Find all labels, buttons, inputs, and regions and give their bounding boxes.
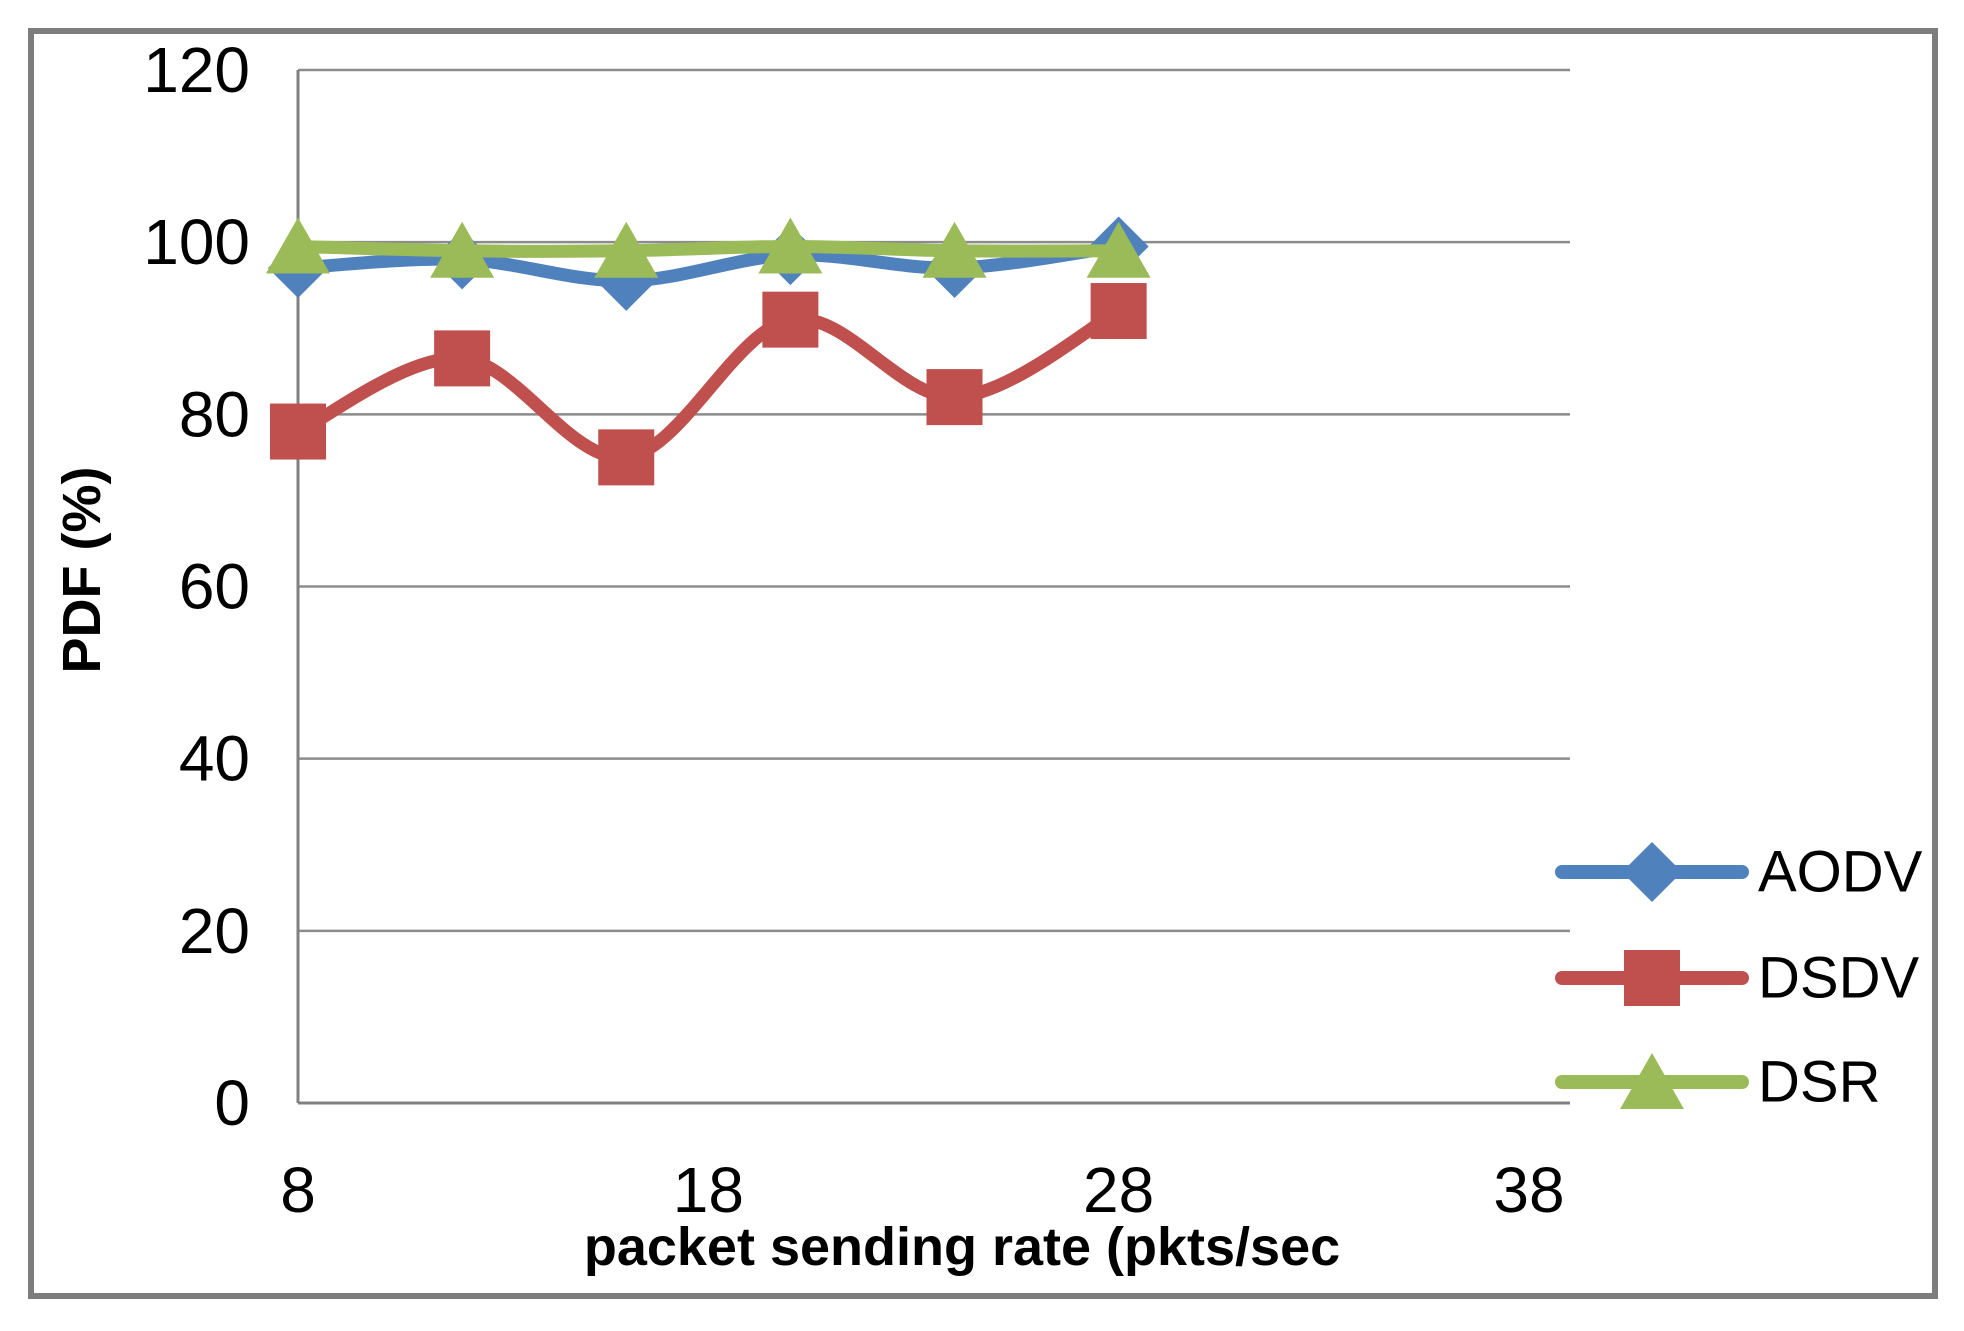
y-tick-label-80: 80 <box>179 378 250 450</box>
marker-square <box>598 429 655 486</box>
x-tick-labels: 8 18 28 38 <box>280 1154 1564 1226</box>
x-tick-label-38: 38 <box>1493 1154 1564 1226</box>
marker-triangle <box>1086 221 1151 278</box>
marker-triangle <box>1620 1053 1684 1109</box>
y-tick-label-40: 40 <box>179 723 250 795</box>
marker-square <box>1624 950 1680 1006</box>
marker-diamond <box>1622 842 1682 902</box>
x-tick-label-8: 8 <box>280 1154 316 1226</box>
marker-triangle <box>758 217 823 274</box>
figure-border <box>28 28 1938 1299</box>
series-dsdv <box>270 283 1147 486</box>
x-axis-title: packet sending rate (pkts/sec <box>584 1217 1340 1277</box>
legend: AODV DSDV DSR <box>1555 840 1923 1115</box>
y-tick-label-120: 120 <box>143 34 250 106</box>
marker-square <box>434 330 491 387</box>
marker-triangle <box>430 221 495 278</box>
x-tick-label-18: 18 <box>673 1154 744 1226</box>
marker-triangle <box>266 217 330 274</box>
y-tick-label-60: 60 <box>179 551 250 623</box>
series-line-dsr <box>291 239 1126 258</box>
marker-square <box>926 369 983 426</box>
y-tick-labels: 0 20 40 60 80 100 120 <box>143 34 250 1139</box>
legend-item-dsr: DSR <box>1555 1050 1880 1115</box>
marker-square <box>1090 283 1147 340</box>
series-aodv <box>268 216 1149 311</box>
y-tick-label-20: 20 <box>179 895 250 967</box>
gridlines <box>298 68 1570 933</box>
y-axis-title: PDF (%) <box>52 467 112 674</box>
legend-item-dsdv: DSDV <box>1555 946 1919 1011</box>
marker-square <box>270 403 326 460</box>
legend-label-aodv: AODV <box>1758 840 1923 905</box>
marker-triangle <box>594 221 659 278</box>
series-line-dsdv <box>291 304 1126 464</box>
legend-item-aodv: AODV <box>1555 840 1923 905</box>
legend-label-dsr: DSR <box>1758 1050 1880 1115</box>
marker-square <box>762 291 819 348</box>
y-tick-label-0: 0 <box>214 1067 250 1139</box>
marker-triangle <box>922 221 987 278</box>
x-tick-label-28: 28 <box>1083 1154 1154 1226</box>
series-dsr <box>266 217 1151 278</box>
y-tick-label-100: 100 <box>143 206 250 278</box>
legend-label-dsdv: DSDV <box>1758 946 1919 1011</box>
